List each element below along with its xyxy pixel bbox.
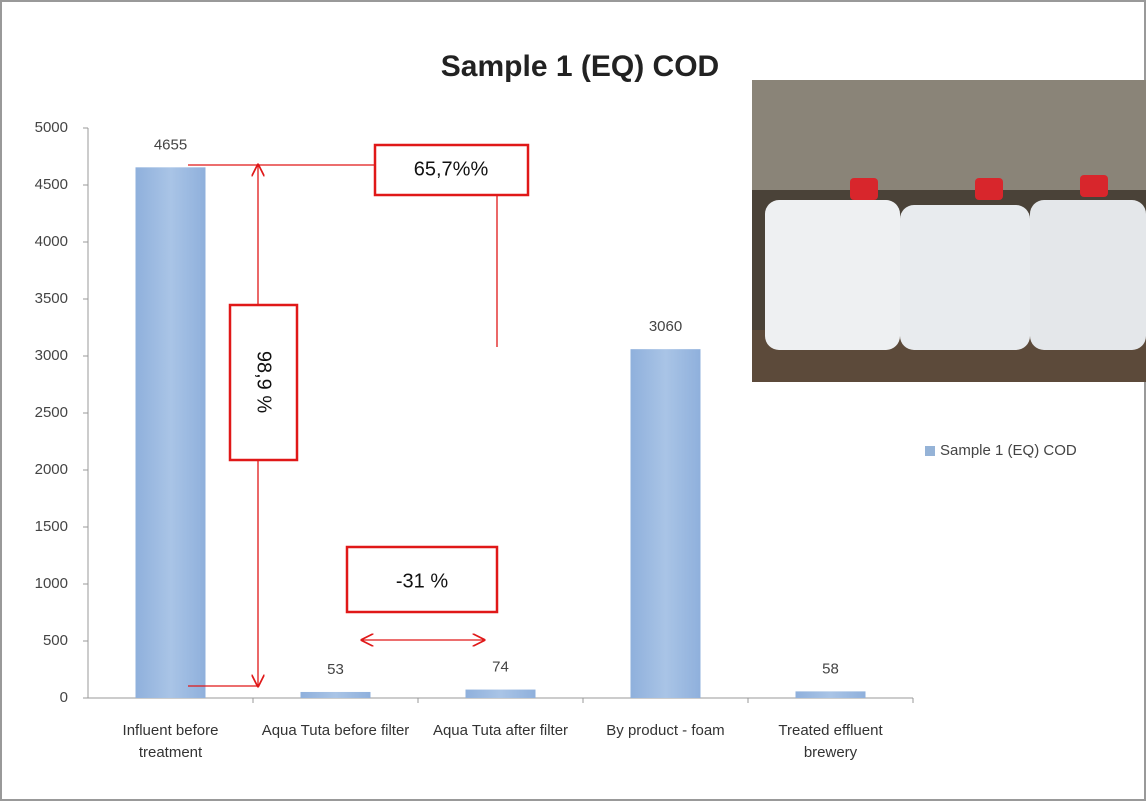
- y-tick-label: 2500: [35, 404, 68, 421]
- x-tick-label: Treated effluent brewery: [778, 722, 883, 761]
- y-tick-label: 2000: [35, 461, 68, 478]
- value-label: 3060: [649, 318, 682, 335]
- y-tick-label: 3500: [35, 290, 68, 307]
- annotation: 65,7%%: [414, 158, 489, 180]
- bar: [300, 691, 371, 698]
- legend-label: Sample 1 (EQ) COD: [940, 442, 1077, 459]
- value-label: 53: [327, 661, 344, 678]
- value-label: 58: [822, 660, 839, 677]
- bar: [135, 167, 206, 698]
- value-label: 4655: [154, 136, 187, 153]
- annotations: [188, 143, 530, 686]
- y-tick-label: 500: [43, 632, 68, 649]
- bar: [465, 689, 536, 698]
- x-tick-label: Aqua Tuta after filter: [432, 722, 569, 739]
- y-tick-label: 0: [60, 689, 68, 706]
- y-tick-label: 4500: [35, 176, 68, 193]
- y-tick-label: 5000: [35, 119, 68, 136]
- y-tick-label: 4000: [35, 233, 68, 250]
- y-tick-label: 1500: [35, 518, 68, 535]
- y-tick-label: 1000: [35, 575, 68, 592]
- legend-swatch: [925, 446, 935, 456]
- annotation: 98,9 %: [253, 351, 275, 413]
- annotation: -31 %: [396, 570, 448, 592]
- x-tick-label: Aqua Tuta before filter: [261, 722, 410, 739]
- bar: [630, 349, 701, 698]
- x-tick-label: Influent before treatment: [122, 722, 219, 761]
- value-label: 74: [492, 659, 509, 676]
- chart-title: Sample 1 (EQ) COD: [441, 50, 719, 83]
- photo: [752, 80, 1146, 382]
- x-tick-label: By product - foam: [606, 722, 725, 739]
- y-tick-label: 3000: [35, 347, 68, 364]
- bar: [795, 691, 866, 698]
